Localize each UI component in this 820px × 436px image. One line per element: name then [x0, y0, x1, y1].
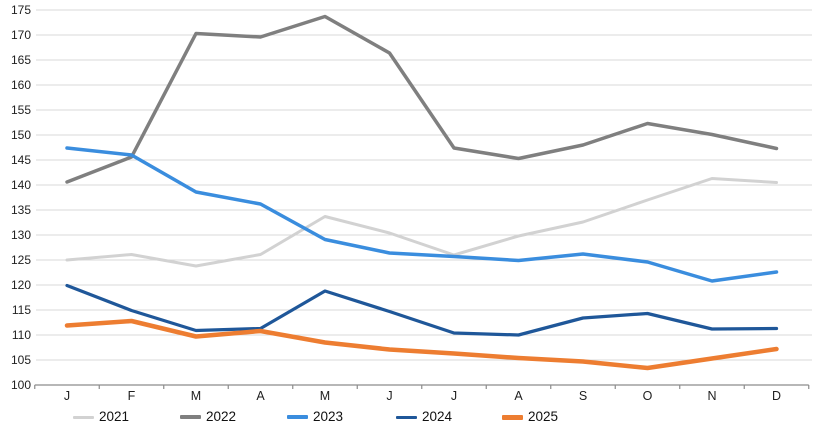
- y-axis-label: 130: [11, 228, 31, 242]
- legend-item-2025: 2025: [502, 403, 558, 431]
- y-axis-label: 155: [11, 103, 31, 117]
- legend: 2021 2022 2023 2024 2025: [0, 403, 820, 433]
- legend-label-2022: 2022: [206, 409, 237, 425]
- series-line-2023: [65, 146, 779, 283]
- y-axis-labels: 100 105 110 115 120 125 130 135 140 145 150 155 160 1…: [11, 3, 31, 392]
- legend-item-2023: 2023: [287, 403, 343, 431]
- y-axis-label: 105: [11, 353, 31, 367]
- y-axis-label: 100: [11, 378, 31, 392]
- y-axis-label: 175: [11, 3, 31, 17]
- legend-label-2025: 2025: [528, 409, 559, 425]
- x-axis-label: N: [707, 389, 716, 403]
- x-axis-label: A: [256, 389, 265, 403]
- y-axis-label: 145: [11, 153, 31, 167]
- x-axis-label: O: [643, 389, 653, 403]
- legend-item-2022: 2022: [180, 403, 236, 431]
- y-axis-label: 165: [11, 53, 31, 67]
- x-axis-label: J: [451, 389, 457, 403]
- legend-label-2021: 2021: [99, 409, 130, 425]
- x-axis-label: J: [64, 389, 70, 403]
- series-line-2022: [65, 14, 779, 184]
- legend-item-2024: 2024: [396, 403, 452, 431]
- legend-color-line-2022: [180, 415, 201, 419]
- x-axis-label: J: [386, 389, 392, 403]
- y-axis-label: 115: [12, 303, 31, 317]
- legend-color-line-2024: [396, 415, 417, 419]
- legend-color-line-2021: [73, 415, 94, 419]
- y-axis-label: 125: [11, 253, 31, 267]
- legend-color-line-2025: [502, 414, 523, 420]
- x-axis: [34, 384, 810, 389]
- series-line-2024: [65, 283, 779, 337]
- x-axis-label: F: [128, 389, 136, 403]
- legend-color-line-2023: [287, 415, 308, 419]
- y-axis-label: 110: [12, 328, 31, 342]
- x-axis-label: M: [320, 389, 330, 403]
- x-axis-label: S: [579, 389, 587, 403]
- y-axis-label: 150: [11, 128, 31, 142]
- x-axis-label: M: [191, 389, 201, 403]
- y-axis-label: 135: [11, 203, 31, 217]
- x-axis-label: D: [772, 389, 781, 403]
- y-axis-label: 160: [11, 78, 31, 92]
- y-axis-label: 170: [11, 28, 31, 42]
- legend-label-2023: 2023: [313, 409, 344, 425]
- series-line-2025: [64, 318, 779, 371]
- y-axis-label: 120: [11, 278, 31, 292]
- gridlines: [36, 9, 812, 361]
- legend-item-2021: 2021: [73, 403, 129, 431]
- legend-label-2024: 2024: [422, 409, 453, 425]
- x-axis-label: A: [514, 389, 523, 403]
- y-axis-label: 140: [11, 178, 31, 192]
- series-line-2021: [65, 177, 778, 268]
